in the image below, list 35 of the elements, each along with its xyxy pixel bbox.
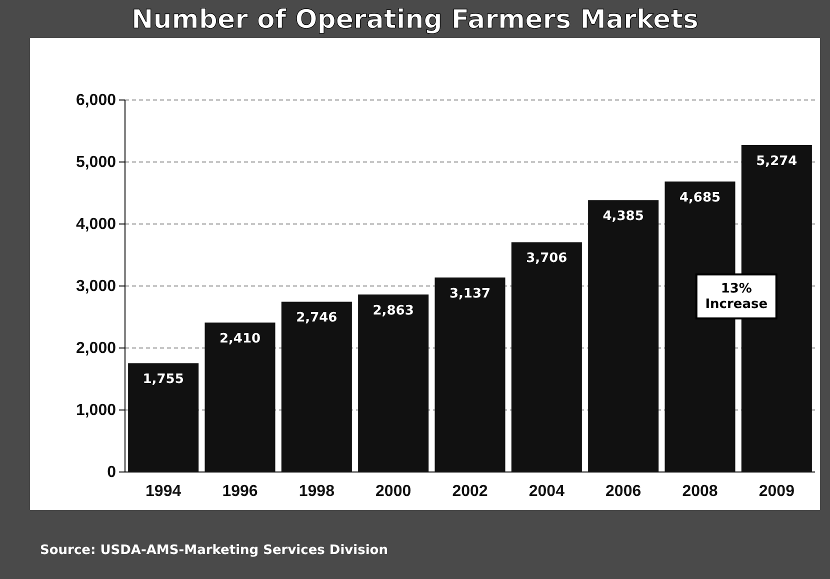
- x-tick-label: 2002: [452, 482, 488, 500]
- x-tick-label: 1996: [222, 482, 258, 500]
- data-label: 2,863: [372, 303, 414, 318]
- x-tick-label: 1994: [146, 482, 182, 500]
- y-tick-label: 3,000: [76, 278, 116, 296]
- y-tick-label: 5,000: [76, 154, 116, 172]
- chart-title: Number of Operating Farmers Markets: [132, 5, 698, 35]
- bar: [588, 200, 659, 472]
- annotation: 13% Increase: [705, 281, 768, 312]
- data-label: 5,274: [756, 154, 798, 170]
- x-tick-label: 2008: [682, 482, 718, 500]
- y-tick-label: 1,000: [76, 402, 116, 420]
- data-label: 2,746: [296, 310, 338, 326]
- bar: [281, 302, 352, 472]
- bar: [204, 322, 276, 472]
- data-label: 4,685: [679, 190, 721, 206]
- data-label: 2,410: [219, 332, 261, 347]
- source-note: Source: USDA-AMS-Marketing Services Division: [40, 543, 388, 558]
- bar: [128, 363, 199, 472]
- x-tick-label: 2000: [376, 482, 412, 500]
- data-label: 3,137: [449, 286, 491, 302]
- bar: [434, 278, 506, 472]
- data-label: 4,385: [602, 209, 644, 224]
- y-tick-label: 0: [107, 464, 116, 482]
- bar: [358, 294, 429, 472]
- x-tick-label: 2009: [758, 482, 795, 500]
- x-tick-label: 1998: [298, 482, 335, 500]
- x-tick-label: 2006: [606, 482, 642, 500]
- x-tick-label: 2004: [528, 482, 565, 500]
- y-tick-label: 2,000: [76, 340, 116, 358]
- y-tick-label: 4,000: [76, 216, 116, 234]
- bar: [511, 242, 582, 472]
- data-label: 1,755: [142, 372, 184, 388]
- y-tick-label: 6,000: [76, 92, 116, 110]
- data-label: 3,706: [526, 251, 568, 266]
